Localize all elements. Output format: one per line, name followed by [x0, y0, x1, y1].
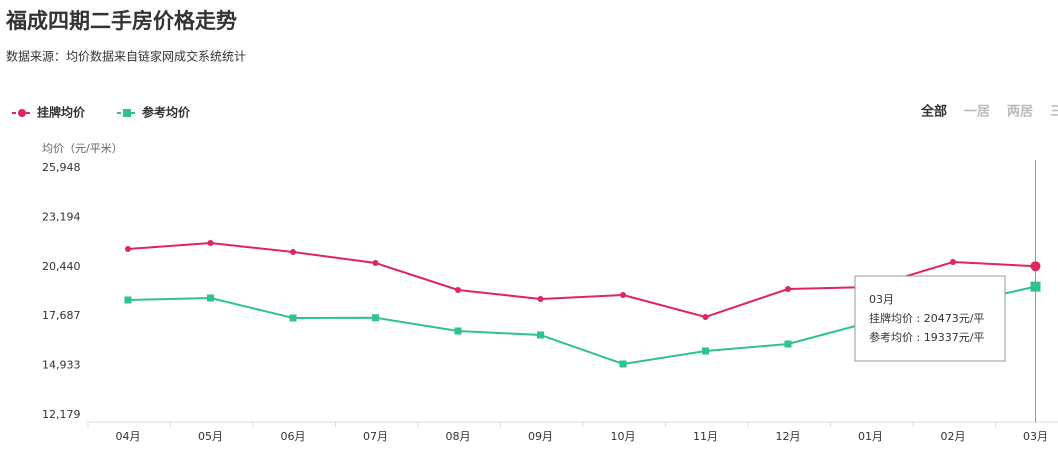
point: [537, 295, 544, 302]
point: [454, 327, 462, 335]
y-tick-label: 25,948: [42, 161, 81, 174]
title: 福成四期二手房价格走势: [5, 9, 237, 33]
legend-marker[interactable]: [123, 109, 131, 117]
point: [702, 314, 709, 321]
y-tick-label: 20,440: [42, 260, 81, 273]
point: [1030, 261, 1041, 272]
tooltip-line: 挂牌均价 : 20473元/平: [869, 311, 984, 325]
legend-label[interactable]: 挂牌均价: [37, 105, 86, 120]
tab[interactable]: 两居: [1007, 105, 1033, 120]
y-tick-label: 23,194: [42, 210, 81, 223]
legend-label[interactable]: 参考均价: [142, 105, 191, 120]
x-tick-label: 05月: [198, 430, 223, 443]
point: [290, 248, 296, 255]
tab[interactable]: 一居: [964, 105, 990, 120]
point: [950, 258, 956, 265]
x-tick-label: 11月: [693, 430, 718, 443]
point: [124, 296, 132, 304]
point: [289, 314, 297, 322]
point: [207, 239, 214, 246]
x-tick-label: 08月: [446, 430, 471, 443]
x-tick-label: 07月: [363, 430, 388, 443]
point: [372, 314, 379, 322]
x-tick-label: 01月: [858, 430, 883, 443]
x-tick-label: 09月: [528, 430, 553, 443]
tooltip-line: 参考均价 : 19337元/平: [869, 330, 984, 344]
y-tick-label: 17,687: [42, 309, 81, 322]
y-tick-label: 14,933: [42, 359, 81, 372]
tooltip-title: 03月: [869, 293, 894, 306]
tooltip-box: [854, 275, 1006, 362]
x-tick-label: 12月: [776, 430, 801, 443]
x-tick-label: 04月: [116, 430, 141, 443]
point: [372, 259, 379, 266]
tab[interactable]: 三: [1050, 105, 1058, 120]
x-tick-label: 02月: [941, 430, 966, 443]
point: [1030, 281, 1041, 292]
point: [537, 331, 544, 339]
subtitle: 数据来源：均价数据来自链家网成交系统统计: [6, 49, 246, 64]
point: [207, 294, 214, 302]
legend-marker[interactable]: [18, 109, 26, 117]
tab[interactable]: 全部: [920, 104, 947, 120]
x-tick-label: 06月: [281, 430, 306, 443]
point: [620, 291, 626, 298]
point: [125, 245, 131, 252]
x-tick-label: 03月: [1023, 430, 1048, 443]
point: [455, 286, 461, 293]
y-tick-label: 12,179: [42, 408, 81, 421]
point: [619, 360, 627, 368]
point: [702, 347, 709, 355]
x-tick-label: 10月: [611, 430, 636, 443]
y-axis-label: 均价（元/平米）: [42, 142, 123, 155]
point: [784, 340, 792, 348]
point: [785, 285, 791, 292]
